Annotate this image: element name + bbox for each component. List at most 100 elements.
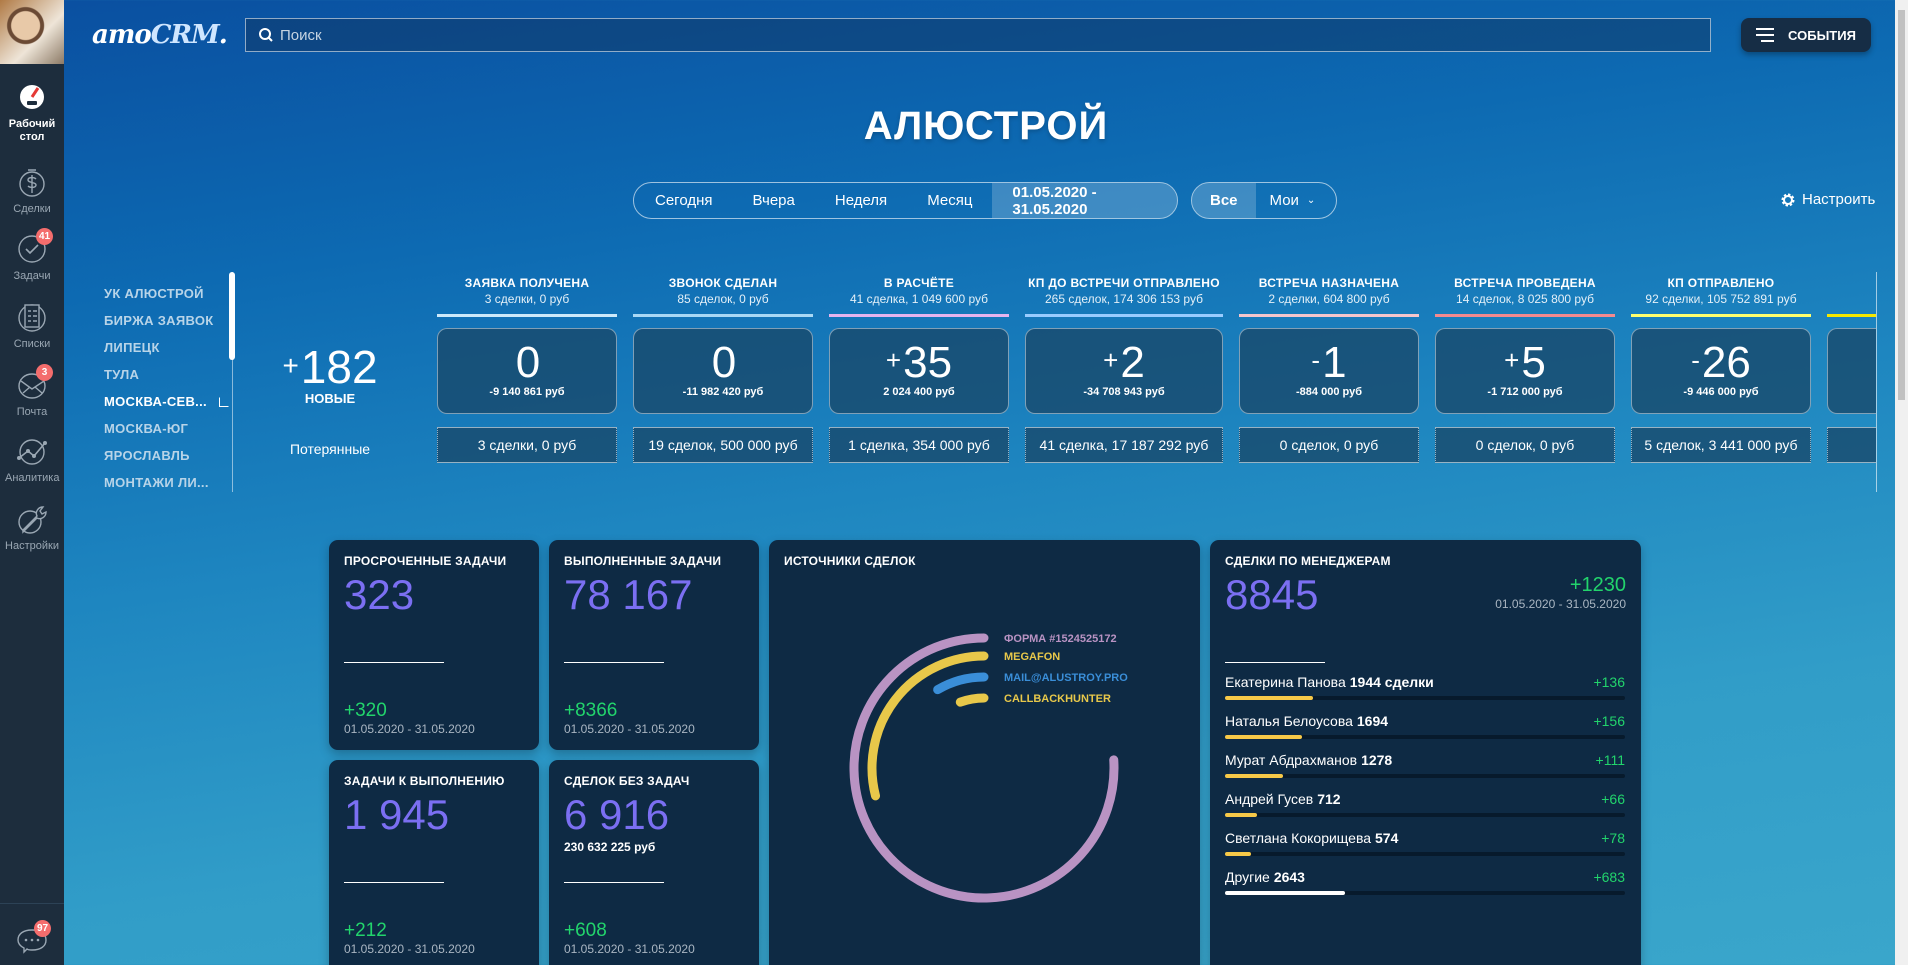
new-leads-sign: + <box>282 350 299 381</box>
manager-row[interactable]: Наталья Белоусова 1694 +156 <box>1225 713 1625 739</box>
stage-column[interactable]: ВСТРЕЧА НАЗНАЧЕНА 2 сделки, 604 800 руб -1… <box>1239 276 1419 496</box>
stage-color-bar <box>1025 314 1223 317</box>
period-month[interactable]: Месяц <box>927 192 973 209</box>
period-week[interactable]: Неделя <box>834 192 888 209</box>
page-scrollbar[interactable] <box>1898 10 1905 400</box>
widget-deals-by-manager[interactable]: СДЕЛКИ ПО МЕНЕДЖЕРАМ 8845 +1230 01.05.20… <box>1210 540 1641 965</box>
chat-button[interactable]: 97 <box>14 920 52 961</box>
manager-bar-track <box>1225 852 1625 856</box>
pipeline-item[interactable]: ЯРОСЛАВЛЬ <box>104 442 229 469</box>
pipeline-item[interactable]: ТУЛА <box>104 361 229 388</box>
stage-change-card: +5 -1 712 000 руб <box>1435 328 1615 414</box>
stage-column[interactable]: ЗВОНОК СДЕЛАН 85 сделок, 0 руб 0 -11 982 42… <box>633 276 813 496</box>
manager-row[interactable]: Светлана Кокорищева 574 +78 <box>1225 830 1625 856</box>
stage-lost[interactable]: 1 сделка, 354 000 руб <box>829 427 1009 463</box>
stage-change-value: 26 <box>1701 338 1751 387</box>
stage-lost[interactable]: 0 сделок, 0 руб <box>1435 427 1615 463</box>
pipeline-label: МОНТАЖИ ЛИ... <box>104 475 209 490</box>
stage-summary: 3 сделки, 0 руб <box>484 292 570 306</box>
scope-mine-label: Мои <box>1269 192 1299 209</box>
widget-deal-sources[interactable]: ИСТОЧНИКИ СДЕЛОК ФОРМА #1524525172 MEGAFO… <box>769 540 1200 965</box>
stage-lost[interactable]: 19 сделок, 500 000 руб <box>633 427 813 463</box>
pipeline-item[interactable]: ЛИПЕЦК <box>104 334 229 361</box>
stage-color-bar <box>1239 314 1419 317</box>
pipeline-item[interactable]: МОСКВА-СЕВ... <box>104 388 229 415</box>
widget-title: ВЫПОЛНЕННЫЕ ЗАДАЧИ <box>564 554 722 568</box>
events-button[interactable]: СОБЫТИЯ <box>1741 18 1871 52</box>
manager-row[interactable]: Андрей Гусев 712 +66 <box>1225 791 1625 817</box>
widget-todo-tasks[interactable]: ЗАДАЧИ К ВЫПОЛНЕНИЮ 1 945 +212 01.05.2020… <box>329 760 539 965</box>
widget-deals-without-tasks[interactable]: СДЕЛОК БЕЗ ЗАДАЧ 6 916 230 632 225 руб +… <box>549 760 759 965</box>
stage-column[interactable]: КП ДО ВСТРЕЧИ ОТПРАВЛЕНО 265 сделок, 174 … <box>1025 276 1223 496</box>
widget-delta: +212 <box>344 920 387 941</box>
sidebar-item-settings[interactable]: Настройки <box>0 502 64 553</box>
scope-mine[interactable]: Мои ⌄ <box>1256 183 1330 218</box>
manager-name: Андрей Гусев <box>1225 791 1314 807</box>
chevron-down-icon: ⌄ <box>1306 195 1316 206</box>
stage-column[interactable]: ВСТРЕЧА ПРОВЕДЕНА 14 сделок, 8 025 800 ру… <box>1435 276 1615 496</box>
period-today[interactable]: Сегодня <box>655 192 713 209</box>
sidebar-item-label: Почта <box>16 406 48 418</box>
sidebar-item-dashboard[interactable]: Рабочий стол <box>0 80 64 144</box>
period-yesterday[interactable]: Вчера <box>752 192 795 209</box>
pipeline-item[interactable]: МОСКВА-ЮГ <box>104 415 229 442</box>
pipeline-label: УК АЛЮСТРОЙ <box>104 286 204 301</box>
source-arc[interactable] <box>867 651 989 801</box>
stage-change-amount: -9 446 000 руб <box>1683 386 1759 398</box>
stage-column[interactable]: КП ОТПРАВЛЕНО 92 сделки, 105 752 891 руб -… <box>1631 276 1811 496</box>
sidebar-item-mail[interactable]: Почта 3 <box>0 364 64 419</box>
sidebar-item-lists[interactable]: Списки <box>0 300 64 351</box>
sidebar-item-deals[interactable]: Сделки <box>0 165 64 216</box>
pipeline-item[interactable]: УК АЛЮСТРОЙ <box>104 280 229 307</box>
stage-change-card: -1 -884 000 руб <box>1239 328 1419 414</box>
source-arc[interactable] <box>955 693 989 707</box>
pipeline-label: ЯРОСЛАВЛЬ <box>104 448 190 463</box>
amocrm-logo[interactable]: amoCRM. <box>92 20 228 50</box>
stage-title: ВСТРЕЧА ПРОВЕДЕНА <box>1454 276 1596 290</box>
widget-delta: +320 <box>344 700 387 721</box>
widget-period: 01.05.2020 - 31.05.2020 <box>1495 597 1626 611</box>
widget-period: 01.05.2020 - 31.05.2020 <box>564 942 695 956</box>
scope-all[interactable]: Все <box>1192 183 1256 218</box>
stage-lost[interactable]: 3 сделки, 0 руб <box>437 427 617 463</box>
source-arc[interactable] <box>933 672 989 695</box>
setup-button[interactable]: Настроить <box>1780 191 1875 208</box>
pipeline-list-scrollbar[interactable] <box>229 272 235 360</box>
stage-column[interactable]: КП С6 сдел 1 1 сдел <box>1827 276 1876 496</box>
manager-name: Светлана Кокорищева <box>1225 830 1372 846</box>
manager-row[interactable]: Другие 2643 +683 <box>1225 869 1625 895</box>
widget-delta: +1230 <box>1569 574 1626 596</box>
stage-lost[interactable]: 41 сделка, 17 187 292 руб <box>1025 427 1223 463</box>
stage-column[interactable]: В РАСЧЁТЕ 41 сделка, 1 049 600 руб +35 2 02… <box>829 276 1009 496</box>
external-link-icon[interactable] <box>218 396 229 407</box>
pipeline-item[interactable]: МОНТАЖИ ЛИ... <box>104 469 229 496</box>
manager-row[interactable]: Мурат Абдрахманов 1278 +111 <box>1225 752 1625 778</box>
widget-overdue-tasks[interactable]: ПРОСРОЧЕННЫЕ ЗАДАЧИ 323 +320 01.05.2020 -… <box>329 540 539 750</box>
stage-title: В РАСЧЁТЕ <box>883 276 955 290</box>
stage-summary: 2 сделки, 604 800 руб <box>1268 292 1390 306</box>
stage-summary: 85 сделок, 0 руб <box>677 292 769 306</box>
stage-color-bar <box>829 314 1009 317</box>
stage-color-bar <box>1827 314 1876 317</box>
manager-delta: +683 <box>1593 869 1625 885</box>
manager-row[interactable]: Екатерина Панова 1944 сделки +136 <box>1225 674 1625 700</box>
stage-lost[interactable]: 0 сделок, 0 руб <box>1239 427 1419 463</box>
stage-lost[interactable]: 5 сделок, 3 441 000 руб <box>1631 427 1811 463</box>
stage-summary: 41 сделка, 1 049 600 руб <box>849 292 989 306</box>
search-input[interactable]: Поиск <box>245 18 1711 52</box>
source-arc[interactable] <box>849 633 1119 903</box>
pipeline-item[interactable]: БИРЖА ЗАЯВОК <box>104 307 229 334</box>
period-custom-range[interactable]: 01.05.2020 - 31.05.2020 <box>992 183 1177 218</box>
user-avatar[interactable] <box>0 0 64 64</box>
widget-done-tasks[interactable]: ВЫПОЛНЕННЫЕ ЗАДАЧИ 78 167 +8366 01.05.202… <box>549 540 759 750</box>
widget-title: СДЕЛОК БЕЗ ЗАДАЧ <box>564 774 690 788</box>
legend-label: MAIL@ALUSTROY.PRO <box>1004 672 1128 684</box>
stage-column[interactable]: ЗАЯВКА ПОЛУЧЕНА 3 сделки, 0 руб 0 -9 140 86… <box>437 276 617 496</box>
divider <box>1225 662 1325 663</box>
stage-lost[interactable]: 1 сдел <box>1827 427 1876 463</box>
sidebar-badge: 3 <box>36 364 53 381</box>
search-icon <box>259 28 273 42</box>
sidebar-item-tasks[interactable]: Задачи 41 <box>0 228 64 283</box>
manager-delta: +156 <box>1593 713 1625 729</box>
sidebar-item-analytics[interactable]: Аналитика <box>0 434 64 485</box>
